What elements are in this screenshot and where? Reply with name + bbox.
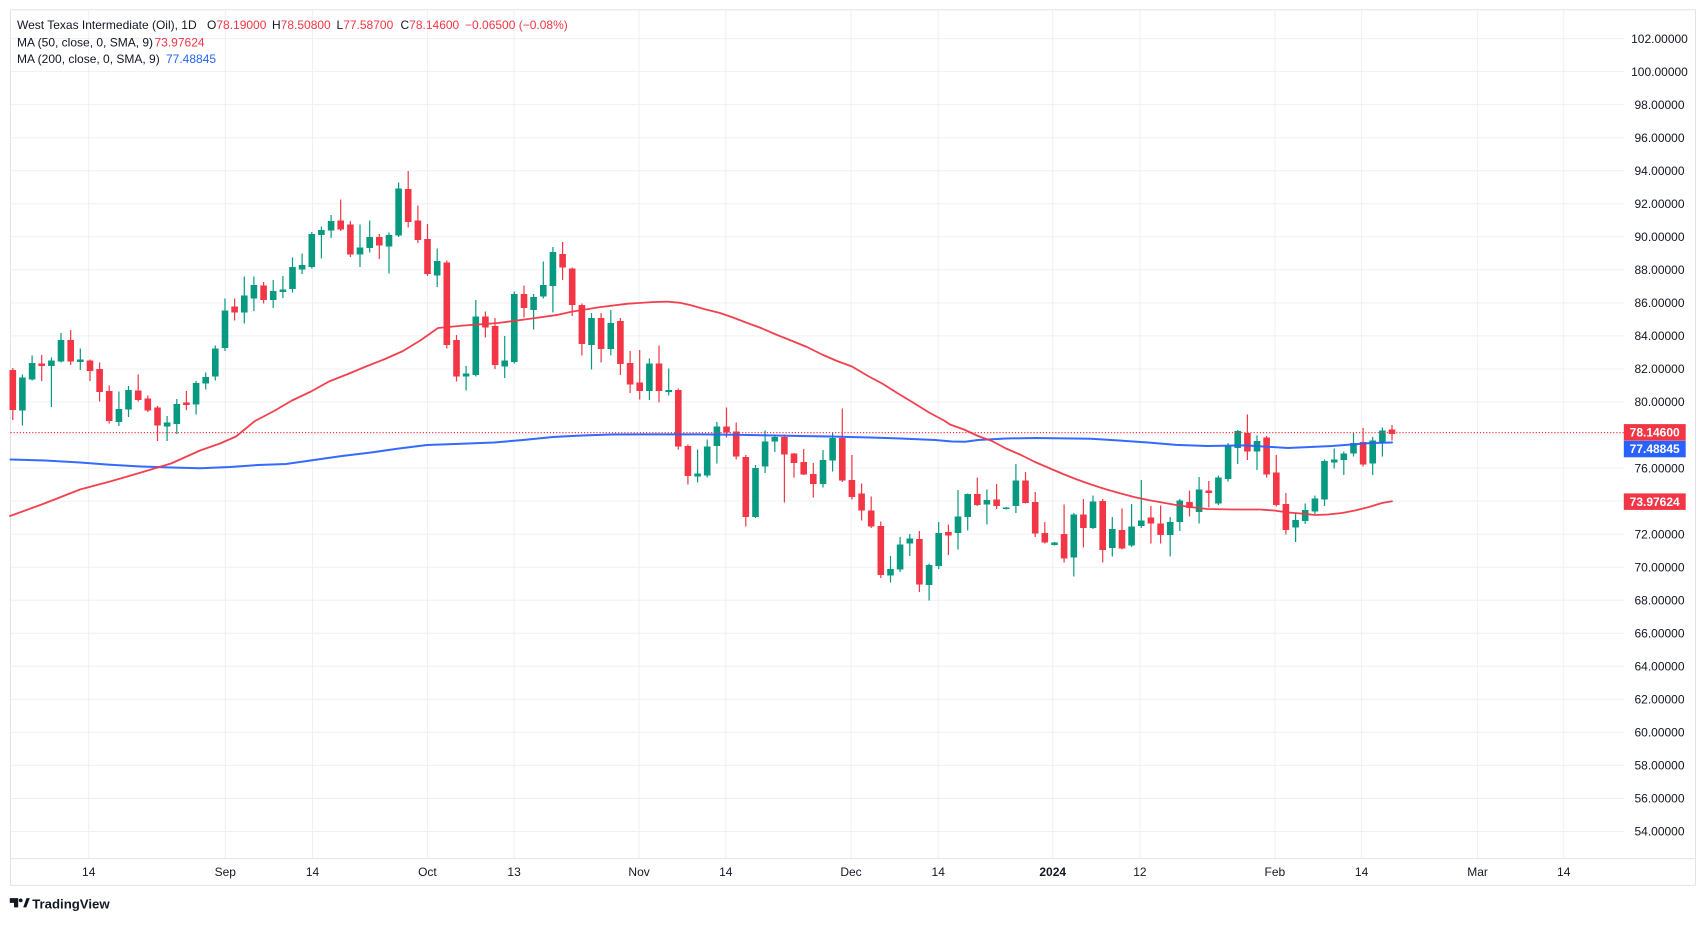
svg-text:14: 14 (1355, 865, 1369, 879)
svg-text:86.00000: 86.00000 (1634, 296, 1684, 310)
svg-text:14: 14 (82, 865, 96, 879)
svg-text:14: 14 (719, 865, 733, 879)
svg-text:82.00000: 82.00000 (1634, 362, 1684, 376)
svg-text:73.97624: 73.97624 (155, 36, 205, 50)
svg-text:13: 13 (507, 865, 521, 879)
svg-text:76.00000: 76.00000 (1634, 461, 1684, 475)
svg-text:−0.06500 (−0.08%): −0.06500 (−0.08%) (465, 18, 568, 32)
svg-text:88.00000: 88.00000 (1634, 263, 1684, 277)
svg-text:80.00000: 80.00000 (1634, 395, 1684, 409)
svg-text:14: 14 (1557, 865, 1571, 879)
svg-text:94.00000: 94.00000 (1634, 164, 1684, 178)
svg-text:64.00000: 64.00000 (1634, 660, 1684, 674)
svg-text:14: 14 (932, 865, 946, 879)
svg-text:West Texas Intermediate (Oil),: West Texas Intermediate (Oil), 1D (17, 18, 197, 32)
svg-text:77.48845: 77.48845 (1630, 442, 1680, 456)
svg-text:H78.50800: H78.50800 (272, 18, 331, 32)
svg-text:58.00000: 58.00000 (1634, 759, 1684, 773)
svg-text:90.00000: 90.00000 (1634, 230, 1684, 244)
svg-text:68.00000: 68.00000 (1634, 593, 1684, 607)
svg-text:Nov: Nov (628, 865, 649, 879)
svg-text:2024: 2024 (1039, 865, 1066, 879)
svg-text:12: 12 (1133, 865, 1147, 879)
svg-text:70.00000: 70.00000 (1634, 560, 1684, 574)
svg-text:84.00000: 84.00000 (1634, 329, 1684, 343)
svg-text:66.00000: 66.00000 (1634, 627, 1684, 641)
svg-text:14: 14 (306, 865, 320, 879)
svg-text:Mar: Mar (1467, 865, 1488, 879)
svg-text:O78.19000: O78.19000 (207, 18, 267, 32)
svg-text:56.00000: 56.00000 (1634, 792, 1684, 806)
svg-text:72.00000: 72.00000 (1634, 527, 1684, 541)
svg-text:73.97624: 73.97624 (1630, 495, 1680, 509)
svg-text:Sep: Sep (215, 865, 237, 879)
svg-text:Feb: Feb (1265, 865, 1286, 879)
svg-text:L77.58700: L77.58700 (337, 18, 394, 32)
svg-text:54.00000: 54.00000 (1634, 825, 1684, 839)
svg-text:77.48845: 77.48845 (166, 52, 216, 66)
svg-text:78.14600: 78.14600 (1630, 426, 1680, 440)
svg-text:C78.14600: C78.14600 (401, 18, 460, 32)
svg-text:102.00000: 102.00000 (1631, 32, 1688, 46)
svg-text:62.00000: 62.00000 (1634, 693, 1684, 707)
svg-text:TradingView: TradingView (32, 896, 110, 911)
svg-text:MA (200, close, 0, SMA, 9): MA (200, close, 0, SMA, 9) (17, 52, 160, 66)
svg-text:100.00000: 100.00000 (1631, 65, 1688, 79)
svg-text:98.00000: 98.00000 (1634, 98, 1684, 112)
svg-text:60.00000: 60.00000 (1634, 726, 1684, 740)
svg-text:Oct: Oct (418, 865, 437, 879)
svg-text:96.00000: 96.00000 (1634, 131, 1684, 145)
svg-text:MA (50, close, 0, SMA, 9): MA (50, close, 0, SMA, 9) (17, 36, 153, 50)
svg-text:92.00000: 92.00000 (1634, 197, 1684, 211)
svg-text:Dec: Dec (840, 865, 861, 879)
